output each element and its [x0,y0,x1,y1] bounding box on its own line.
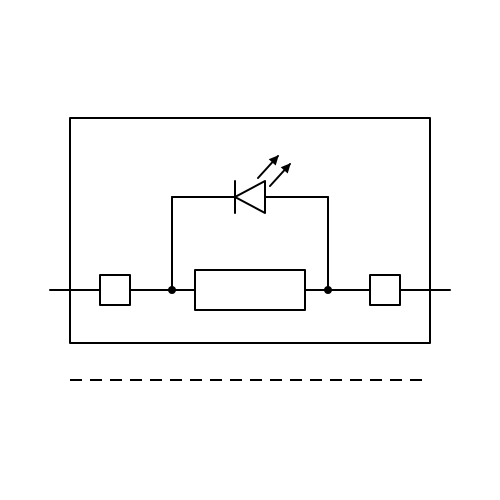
terminal-left [100,275,130,305]
terminal-right [370,275,400,305]
led-triangle [235,181,265,213]
node-0 [168,286,176,294]
node-1 [324,286,332,294]
fuse-body [195,270,305,310]
